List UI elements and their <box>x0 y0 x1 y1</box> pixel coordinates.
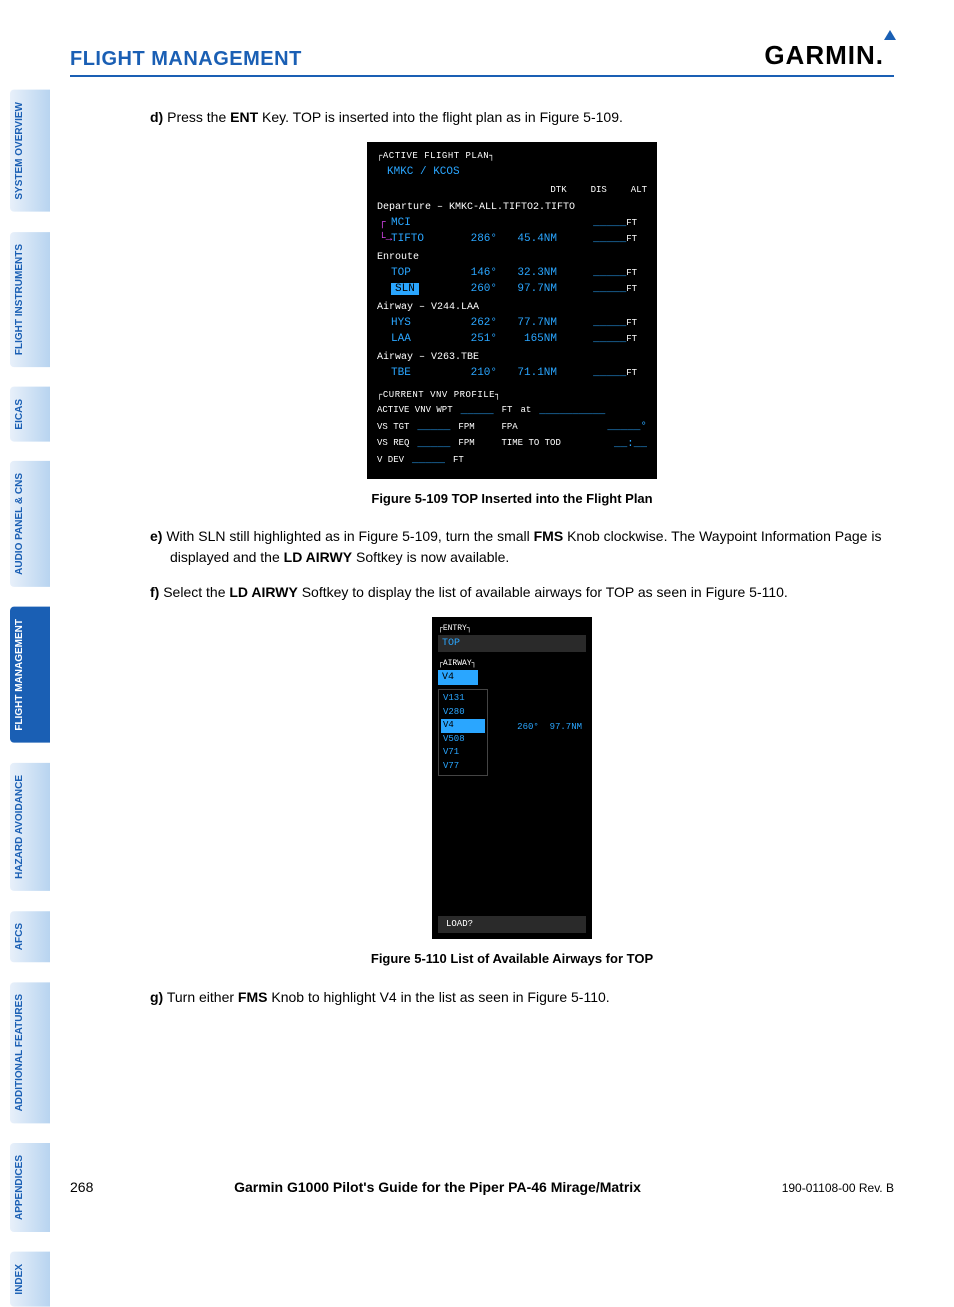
section-tab[interactable]: ADDITIONAL FEATURES <box>10 982 50 1123</box>
flightplan-row: ┌MCI_____FT <box>377 215 647 232</box>
revision-number: 190-01108-00 Rev. B <box>782 1181 894 1195</box>
airway-list: V131V280V4V508V71V77 <box>438 689 488 776</box>
page-number: 268 <box>70 1179 93 1195</box>
guide-title: Garmin G1000 Pilot's Guide for the Piper… <box>234 1179 641 1195</box>
flightplan-row: SLN260°97.7NM_____FT <box>377 281 647 298</box>
airway-option[interactable]: V77 <box>441 760 485 774</box>
section-tab[interactable]: APPENDICES <box>10 1143 50 1232</box>
section-tabs: SYSTEM OVERVIEW FLIGHT INSTRUMENTS EICAS AU… <box>10 90 50 1307</box>
airway-option[interactable]: V4 <box>441 719 485 733</box>
section-tab[interactable]: AFCS <box>10 911 50 962</box>
page-footer: 268 Garmin G1000 Pilot's Guide for the P… <box>70 1179 894 1195</box>
airway-option[interactable]: V508 <box>441 733 485 747</box>
step-d: d) Press the ENT Key. TOP is inserted in… <box>130 107 894 128</box>
figure-caption-109: Figure 5-109 TOP Inserted into the Fligh… <box>130 489 894 509</box>
flightplan-row: └→TIFTO286°45.4NM_____FT <box>377 231 647 248</box>
section-tab[interactable]: AUDIO PANEL & CNS <box>10 461 50 587</box>
avionics-screen-flightplan: ┌ACTIVE FLIGHT PLAN┐ KMKC / KCOS DTK DIS… <box>367 142 657 479</box>
avionics-screen-airways: ┌ENTRY┐ TOP ┌AIRWAY┐ V4 V131V280V4V508V7… <box>432 617 592 939</box>
section-tab[interactable]: FLIGHT INSTRUMENTS <box>10 232 50 367</box>
load-prompt: LOAD? <box>438 916 586 934</box>
flightplan-row: LAA251°165NM_____FT <box>377 331 647 348</box>
step-e: e) With SLN still highlighted as in Figu… <box>130 526 894 568</box>
section-title: FLIGHT MANAGEMENT <box>70 48 302 71</box>
airway-option[interactable]: V131 <box>441 692 485 706</box>
section-tab[interactable]: FLIGHT MANAGEMENT <box>10 607 50 743</box>
flightplan-row: TOP146°32.3NM_____FT <box>377 265 647 282</box>
section-tab[interactable]: SYSTEM OVERVIEW <box>10 90 50 212</box>
flightplan-row: TBE210°71.1NM_____FT <box>377 365 647 382</box>
flightplan-row: HYS262°77.7NM_____FT <box>377 315 647 332</box>
section-tab[interactable]: EICAS <box>10 387 50 442</box>
section-tab[interactable]: HAZARD AVOIDANCE <box>10 763 50 891</box>
step-f: f) Select the LD AIRWY Softkey to displa… <box>130 582 894 603</box>
section-tab[interactable]: INDEX <box>10 1252 50 1307</box>
step-g: g) Turn either FMS Knob to highlight V4 … <box>130 987 894 1008</box>
figure-caption-110: Figure 5-110 List of Available Airways f… <box>130 949 894 969</box>
main-content: d) Press the ENT Key. TOP is inserted in… <box>130 107 894 1008</box>
garmin-logo: GARMIN. <box>764 40 894 71</box>
airway-option[interactable]: V280 <box>441 706 485 720</box>
page-header: FLIGHT MANAGEMENT GARMIN. <box>70 40 894 77</box>
airway-option[interactable]: V71 <box>441 746 485 760</box>
